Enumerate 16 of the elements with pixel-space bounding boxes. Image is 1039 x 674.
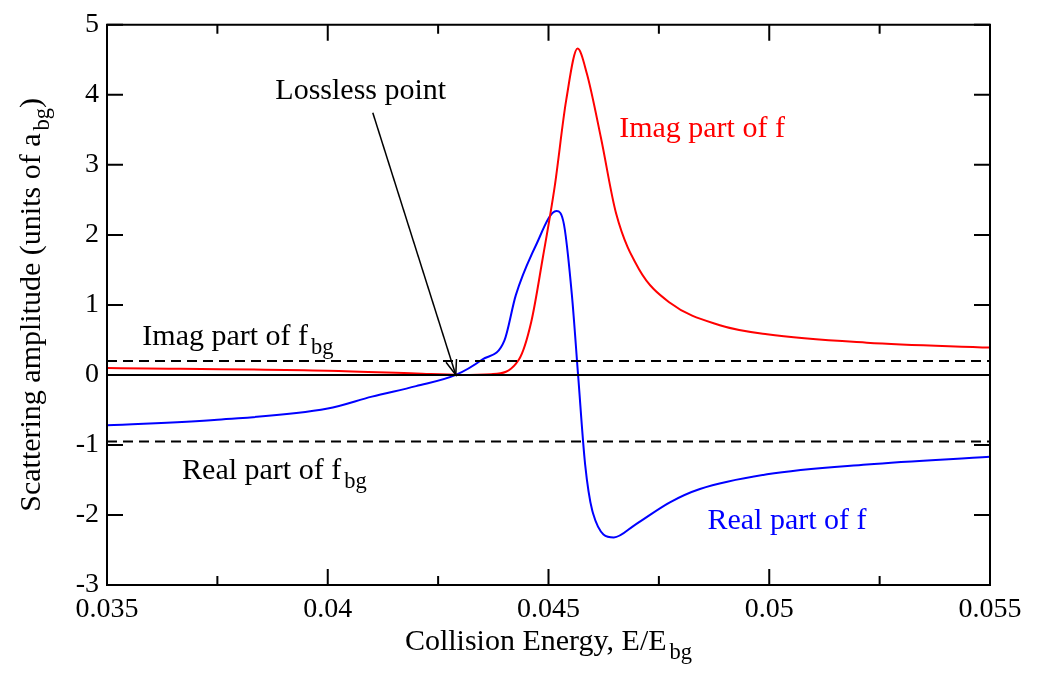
series-label: Imag part of f bbox=[619, 109, 785, 143]
y-tick-label: 4 bbox=[85, 77, 99, 109]
y-tick-label: -1 bbox=[75, 427, 99, 459]
x-tick-label: 0.05 bbox=[744, 592, 794, 624]
y-axis-title: Scattering amplitude (units of abg) bbox=[13, 98, 54, 512]
series-label: Real part of f bbox=[707, 501, 867, 535]
y-tick-label: 2 bbox=[85, 217, 99, 249]
y-tick-label: 5 bbox=[85, 7, 99, 39]
x-tick-label: 0.045 bbox=[517, 592, 580, 624]
x-tick-label: 0.055 bbox=[958, 592, 1022, 624]
y-tick-label: 0 bbox=[85, 357, 99, 389]
y-tick-label: -2 bbox=[75, 497, 99, 529]
annotation: Lossless point bbox=[275, 71, 447, 105]
x-tick-label: 0.04 bbox=[303, 592, 353, 624]
y-tick-label: 3 bbox=[85, 147, 99, 179]
y-tick-label: 1 bbox=[85, 287, 99, 319]
